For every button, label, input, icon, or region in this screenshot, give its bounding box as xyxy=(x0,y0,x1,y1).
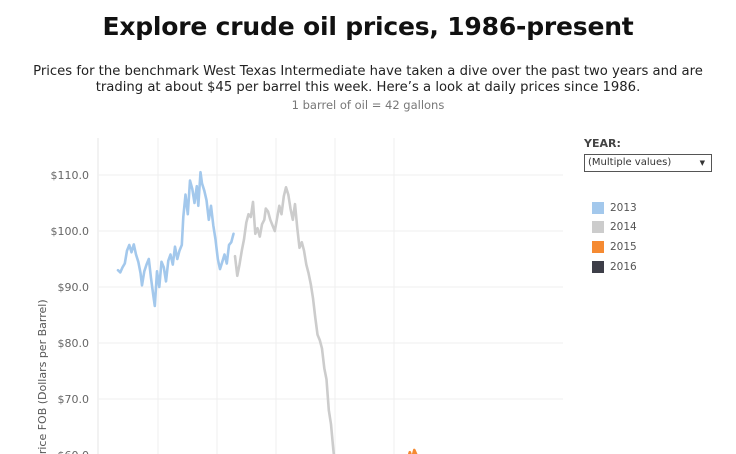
legend-swatch xyxy=(592,201,604,214)
legend-item-2014[interactable]: 2014 xyxy=(592,218,637,238)
plot-background xyxy=(32,138,563,454)
y-tick-labels: $110.0 $100.0 $90.0 $80.0 $70.0 $60.0 xyxy=(51,169,90,454)
conversion-note: 1 barrel of oil = 42 gallons xyxy=(291,98,445,112)
legend-label: 2013 xyxy=(610,201,637,214)
legend-item-2013[interactable]: 2013 xyxy=(592,198,637,218)
legend-label: 2015 xyxy=(610,240,637,253)
year-filter-label: YEAR: xyxy=(584,137,621,150)
series-line-2013[interactable] xyxy=(116,170,235,308)
legend: 2013 2014 2015 2016 xyxy=(592,198,637,276)
series-line-2014[interactable] xyxy=(233,186,336,454)
series-group xyxy=(116,170,418,454)
legend-label: 2016 xyxy=(610,260,637,273)
legend-swatch xyxy=(592,221,604,234)
legend-swatch xyxy=(592,260,604,273)
vertical-gridlines xyxy=(157,138,395,454)
legend-swatch xyxy=(592,240,604,253)
y-tick-label: $80.0 xyxy=(58,337,90,350)
horizontal-gridlines xyxy=(98,174,563,400)
y-tick-label: $90.0 xyxy=(58,281,90,294)
y-tick-label: $100.0 xyxy=(51,225,90,238)
legend-label: 2014 xyxy=(610,221,637,234)
dropdown-arrow-icon: ▼ xyxy=(699,159,705,167)
year-filter-dropdown[interactable]: (Multiple values) ▼ xyxy=(584,154,712,172)
page-title: Explore crude oil prices, 1986-present xyxy=(102,12,634,41)
y-tick-label: $110.0 xyxy=(51,169,90,182)
year-filter-value: (Multiple values) xyxy=(588,157,672,168)
legend-item-2016[interactable]: 2016 xyxy=(592,257,637,277)
y-tick-label: $70.0 xyxy=(58,393,90,406)
legend-item-2015[interactable]: 2015 xyxy=(592,237,637,257)
y-axis-label: Price FOB (Dollars per Barrel) xyxy=(36,299,49,454)
y-tick-label: $60.0 xyxy=(58,449,90,454)
page-subtitle: Prices for the benchmark West Texas Inte… xyxy=(33,64,703,95)
